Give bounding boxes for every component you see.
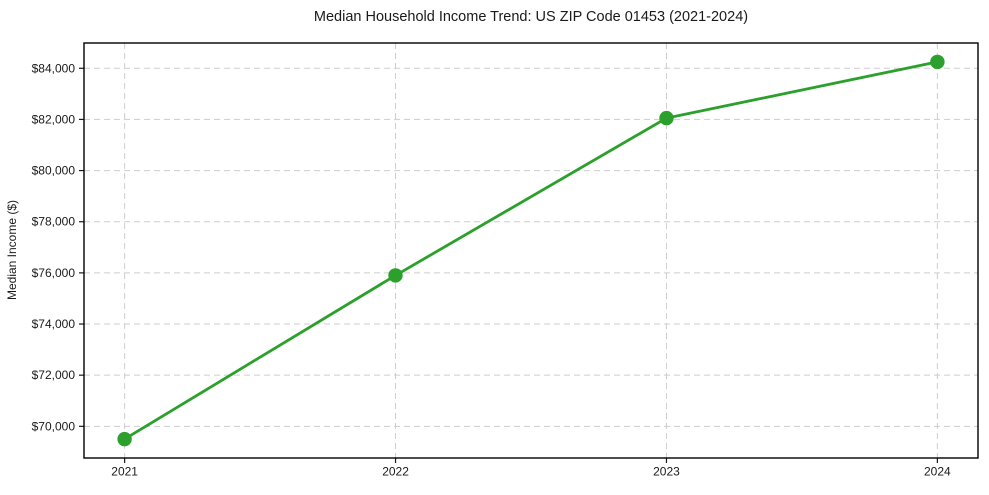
- plot-border: [83, 42, 979, 459]
- data-point-marker: [388, 268, 403, 283]
- x-tick-label: 2024: [924, 465, 951, 479]
- y-axis-label: Median Income ($): [5, 200, 19, 300]
- data-point-marker: [930, 54, 945, 70]
- x-tick-label: 2023: [653, 465, 680, 479]
- x-tick-label: 2021: [111, 465, 138, 479]
- trend-line: [123, 60, 939, 441]
- y-tick-label: $78,000: [32, 215, 76, 229]
- y-tick-label: $70,000: [32, 419, 76, 433]
- chart-title: Median Household Income Trend: US ZIP Co…: [314, 9, 748, 25]
- y-tick-label: $80,000: [32, 164, 76, 178]
- y-tick-label: $76,000: [32, 266, 76, 280]
- x-tick-label: 2022: [382, 465, 409, 479]
- y-tick-label: $82,000: [32, 112, 76, 126]
- y-tick-label: $74,000: [32, 317, 76, 331]
- y-tick-label: $84,000: [32, 61, 76, 75]
- data-point-marker: [659, 110, 674, 126]
- data-point-marker: [117, 431, 132, 447]
- y-tick-label: $72,000: [32, 368, 76, 382]
